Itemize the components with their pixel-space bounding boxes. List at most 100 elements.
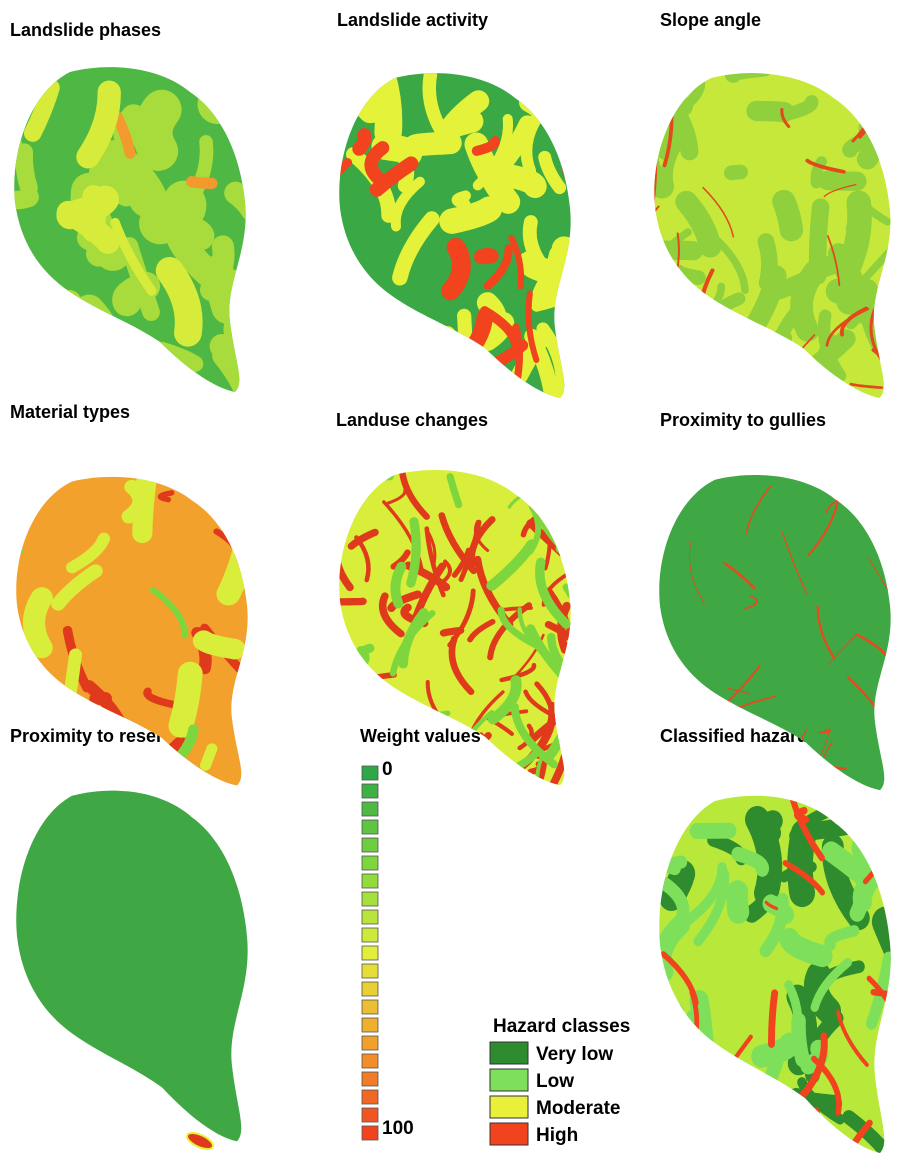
map-patch (861, 842, 882, 867)
map-patch (27, 753, 55, 789)
map-patch (457, 196, 466, 205)
map-patch (160, 202, 186, 224)
legend-swatch (490, 1123, 528, 1145)
panel-title: Material types (10, 402, 130, 422)
map-patch (647, 141, 662, 187)
map-patch (34, 598, 42, 648)
map-patch (415, 143, 451, 146)
scale-swatch (362, 802, 378, 816)
map-patch (814, 825, 851, 831)
scale-swatch (362, 1000, 378, 1014)
map-patch (802, 271, 815, 330)
map-patch (505, 392, 533, 440)
map-patch (363, 86, 372, 112)
map-patch (446, 343, 484, 388)
map-patch (704, 1152, 726, 1171)
map-patch (69, 357, 100, 391)
map-patch (359, 135, 364, 149)
scale-swatch (362, 1036, 378, 1050)
map-patch (704, 1075, 729, 1085)
map-patch (131, 374, 156, 383)
map-patch (658, 250, 693, 251)
map (315, 469, 593, 834)
map-patch (891, 765, 897, 821)
map-patch (771, 993, 774, 1044)
map (659, 475, 899, 837)
map-patch (562, 736, 593, 796)
scale-swatch (362, 982, 378, 996)
map-patch (774, 335, 815, 386)
legend-title: Hazard classes (493, 1016, 630, 1037)
map-patch (542, 80, 574, 102)
map-patch (24, 152, 29, 188)
map-patch (464, 316, 465, 343)
map-patch (28, 317, 54, 381)
map-patch (447, 335, 465, 371)
map-patch (793, 1134, 803, 1138)
map-patch (115, 344, 152, 400)
map-patch (206, 782, 217, 821)
map (9, 473, 256, 821)
map-patch (41, 367, 47, 376)
map-patch (420, 772, 431, 785)
map-patch (335, 344, 365, 347)
legend-swatch (490, 1096, 528, 1118)
map (644, 796, 908, 1171)
legend-label: Low (536, 1071, 574, 1092)
scale-swatch (362, 1072, 378, 1086)
map-patch (547, 474, 567, 519)
map-patch (411, 522, 416, 584)
map-patch (395, 567, 401, 604)
panel-title: Weight values (360, 726, 481, 746)
map-patch (732, 393, 751, 396)
map-patch (827, 180, 856, 181)
map-patch (749, 1089, 765, 1117)
map-patch (360, 696, 386, 725)
maps (0, 67, 908, 1171)
map-patch (235, 87, 249, 109)
scale-max-label: 100 (382, 1118, 414, 1139)
map-patch (757, 111, 784, 112)
legend-swatch (490, 1042, 528, 1064)
scale-swatch (362, 910, 378, 924)
scale-swatch (362, 892, 378, 906)
map-patch (9, 512, 21, 552)
map-patch (153, 110, 162, 152)
scale-swatch (362, 874, 378, 888)
map-patch (0, 107, 19, 115)
reservoir (185, 1130, 215, 1153)
map-patch (675, 1022, 686, 1095)
map-patch (211, 246, 224, 290)
map-patch (206, 749, 212, 766)
map-patch (1, 196, 30, 201)
map-patch (92, 353, 111, 405)
map-patch (321, 656, 344, 673)
scale-swatch (362, 964, 378, 978)
map-patch (634, 207, 658, 274)
map-patch (699, 1001, 705, 1057)
map-patch (567, 587, 571, 594)
panel-title: Proximity to gullies (660, 410, 826, 430)
map-patch (561, 543, 566, 548)
legend-swatch (490, 1069, 528, 1091)
map-patch (570, 501, 579, 539)
map-patch (395, 351, 420, 373)
map-patch (857, 92, 884, 95)
map-patch (408, 713, 448, 724)
weight-scale (362, 766, 378, 1140)
map (613, 68, 894, 435)
map-patch (444, 630, 461, 633)
map-patch (451, 247, 462, 291)
map-patch (507, 779, 546, 834)
map-patch (667, 1105, 682, 1144)
map-patch (766, 241, 769, 283)
map-patch (396, 359, 426, 406)
legend-label: Very low (536, 1044, 613, 1065)
map-patch (449, 121, 472, 129)
map-patch (678, 272, 698, 278)
map-patch (796, 1097, 834, 1104)
map-patch (663, 799, 672, 818)
panel-title: Landslide phases (10, 20, 161, 40)
scale-swatch (362, 928, 378, 942)
map-patch (737, 892, 738, 912)
